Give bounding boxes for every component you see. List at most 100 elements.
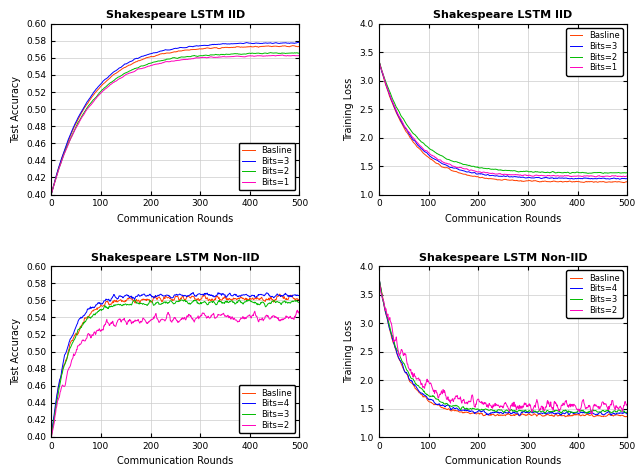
Bits=2: [195, 53, 203, 59]
Bits=2: [579, 398, 586, 404]
Bits=3: [48, 190, 56, 196]
Bits=4: [376, 277, 383, 283]
Bits=2: [493, 402, 501, 408]
Bits=2: [623, 170, 631, 176]
Line: Bits=3: Bits=3: [52, 300, 300, 434]
Bits=3: [166, 47, 173, 53]
Basline: [251, 44, 259, 49]
Bits=1: [166, 59, 173, 65]
X-axis label: Communication Rounds: Communication Rounds: [445, 214, 561, 224]
Bits=2: [509, 402, 517, 408]
Y-axis label: Test Accuracy: Test Accuracy: [11, 318, 20, 385]
Bits=3: [182, 299, 189, 304]
Bits=4: [48, 430, 56, 436]
Bits=3: [48, 431, 56, 437]
Bits=3: [495, 173, 502, 179]
Bits=1: [182, 57, 189, 62]
Bits=4: [189, 290, 197, 295]
Bits=3: [495, 407, 502, 413]
Basline: [296, 44, 303, 49]
Basline: [182, 47, 189, 53]
Bits=2: [48, 190, 56, 196]
Bits=2: [167, 318, 175, 324]
Basline: [167, 296, 175, 302]
Bits=4: [623, 411, 631, 417]
Bits=4: [618, 410, 625, 416]
Basline: [495, 413, 502, 418]
Line: Basline: Basline: [380, 62, 627, 183]
Bits=2: [48, 433, 56, 438]
Basline: [376, 278, 383, 284]
Basline: [623, 413, 631, 419]
Bits=4: [182, 293, 189, 299]
Bits=4: [167, 295, 175, 301]
Basline: [618, 412, 625, 418]
Bits=2: [294, 307, 301, 313]
Bits=2: [251, 308, 259, 314]
Bits=2: [376, 280, 383, 286]
Bits=2: [618, 170, 625, 176]
Bits=2: [266, 50, 274, 56]
Bits=2: [166, 56, 173, 62]
Basline: [166, 295, 173, 301]
Bits=3: [557, 410, 565, 416]
Line: Basline: Basline: [52, 46, 300, 193]
Bits=2: [167, 56, 175, 62]
Bits=1: [618, 173, 625, 179]
Bits=4: [196, 291, 204, 297]
Basline: [579, 412, 586, 418]
Line: Bits=4: Bits=4: [52, 293, 300, 433]
Bits=3: [294, 39, 302, 45]
Basline: [620, 180, 627, 186]
Bits=4: [252, 294, 259, 300]
Bits=3: [195, 301, 203, 307]
Bits=2: [182, 54, 189, 59]
Bits=2: [523, 168, 531, 174]
Basline: [167, 50, 175, 56]
X-axis label: Communication Rounds: Communication Rounds: [445, 456, 561, 466]
Bits=3: [195, 43, 203, 49]
X-axis label: Communication Rounds: Communication Rounds: [117, 456, 234, 466]
Bits=3: [167, 47, 175, 52]
Line: Bits=2: Bits=2: [52, 53, 300, 193]
Y-axis label: Training Loss: Training Loss: [344, 320, 354, 383]
Bits=3: [493, 173, 501, 179]
Basline: [195, 46, 203, 52]
Bits=3: [166, 299, 173, 305]
Bits=3: [579, 176, 586, 181]
Bits=2: [251, 50, 259, 56]
Basline: [289, 43, 296, 48]
Title: Shakespeare LSTM Non-IID: Shakespeare LSTM Non-IID: [91, 253, 260, 263]
Bits=4: [495, 409, 502, 415]
Line: Bits=3: Bits=3: [52, 42, 300, 193]
Basline: [48, 431, 56, 437]
Line: Bits=3: Bits=3: [380, 280, 627, 413]
Bits=2: [523, 404, 531, 409]
Basline: [618, 179, 625, 185]
Basline: [509, 178, 517, 183]
Basline: [509, 412, 517, 418]
Bits=4: [515, 413, 523, 418]
Bits=2: [623, 403, 631, 408]
Bits=2: [296, 312, 303, 317]
Basline: [579, 180, 586, 185]
Line: Bits=1: Bits=1: [380, 63, 627, 177]
Basline: [290, 296, 298, 302]
Bits=3: [167, 298, 175, 304]
Basline: [182, 296, 189, 302]
Basline: [290, 43, 298, 48]
Basline: [276, 291, 284, 297]
Title: Shakespeare LSTM Non-IID: Shakespeare LSTM Non-IID: [419, 253, 588, 263]
Bits=2: [588, 411, 596, 417]
Bits=4: [290, 292, 298, 298]
Legend: Basline, Bits=4, Bits=3, Bits=2: Basline, Bits=4, Bits=3, Bits=2: [566, 270, 623, 318]
Bits=3: [376, 60, 383, 66]
Basline: [166, 50, 173, 56]
Bits=1: [296, 53, 303, 58]
Bits=3: [493, 408, 501, 414]
Bits=3: [182, 45, 189, 50]
Line: Bits=3: Bits=3: [380, 63, 627, 179]
Bits=3: [523, 175, 531, 180]
Bits=2: [493, 167, 501, 172]
Bits=2: [509, 168, 517, 173]
